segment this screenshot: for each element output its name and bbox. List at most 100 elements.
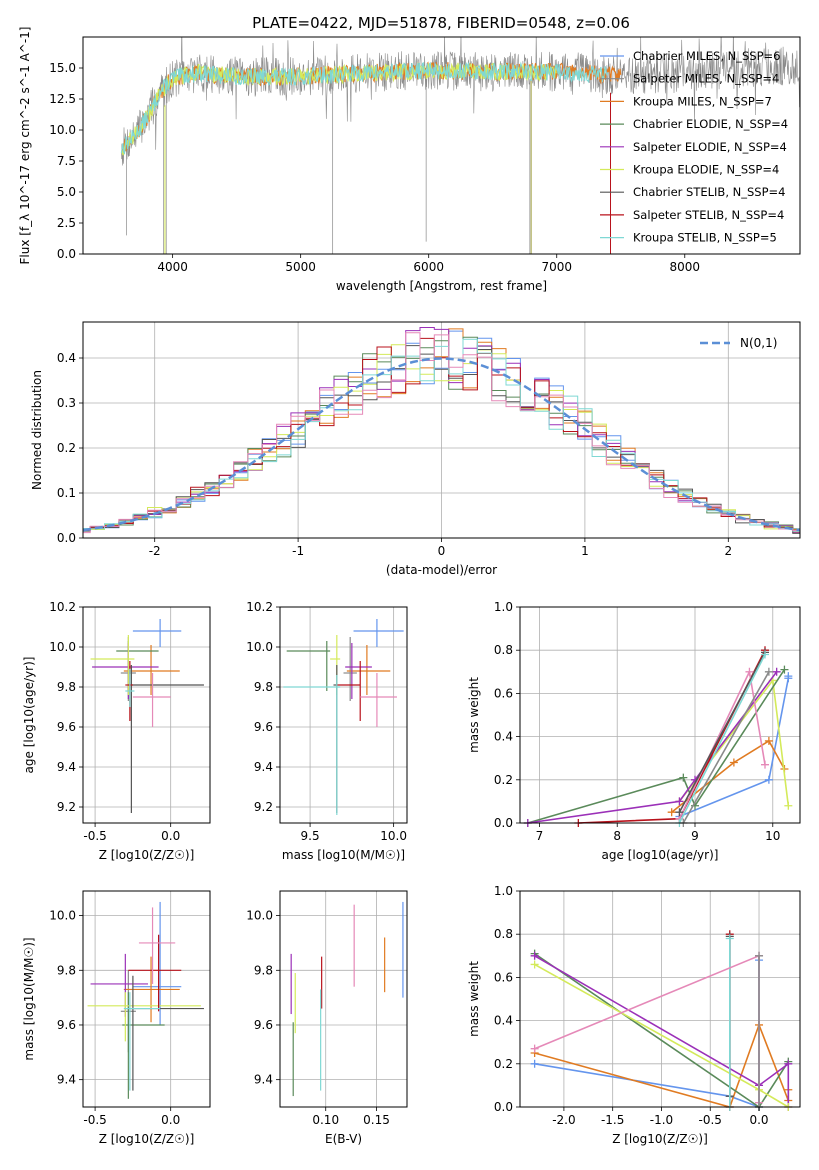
plus-marker <box>784 672 793 681</box>
plus-marker <box>675 797 684 806</box>
x-tick-label: 7000 <box>541 260 572 274</box>
weight-line <box>682 671 770 824</box>
y-tick-label: 9.2 <box>57 800 76 814</box>
weight-line <box>534 954 760 1103</box>
legend-label: Kroupa MILES, N_SSP=7 <box>633 94 772 108</box>
y-tick-label: 10.0 <box>49 640 76 654</box>
axes-frame <box>279 890 408 1108</box>
y-tick-label: 0.0 <box>494 816 513 830</box>
y-tick-label: 0.3 <box>57 396 76 410</box>
y-axis-label: Flux [f_λ 10^-17 erg cm^-2 s^-1 A^-1] <box>18 27 32 265</box>
legend-label: Salpeter ELODIE, N_SSP=4 <box>633 140 787 154</box>
axes-frame <box>82 606 211 824</box>
y-axis-label: Normed distribution <box>30 370 44 490</box>
legend-label: Chabrier MILES, N_SSP=6 <box>633 49 780 63</box>
y-tick-label: 10.0 <box>246 640 273 654</box>
x-tick-label: -1 <box>292 544 304 558</box>
x-tick-label: -1.0 <box>650 1113 673 1127</box>
x-axis-label: (data-model)/error <box>386 563 497 577</box>
x-tick-label: -1.5 <box>601 1113 624 1127</box>
x-tick-label: -2.0 <box>552 1113 575 1127</box>
y-axis-label: mass weight <box>467 677 481 753</box>
plus-marker <box>667 808 676 817</box>
plus-marker <box>764 736 773 745</box>
legend-label: Chabrier ELODIE, N_SSP=4 <box>633 117 788 131</box>
plus-marker <box>530 951 539 960</box>
x-tick-label: -0.5 <box>83 829 106 843</box>
weight-line <box>678 652 766 813</box>
x-axis-label: wavelength [Angstrom, rest frame] <box>336 279 547 293</box>
plus-marker <box>761 650 769 659</box>
plus-marker <box>780 665 789 674</box>
plus-marker <box>772 667 781 676</box>
legend-label: Kroupa ELODIE, N_SSP=4 <box>633 163 779 177</box>
x-tick-label: 2 <box>724 544 732 558</box>
y-tick-label: 10.0 <box>49 123 76 137</box>
histogram-step-line <box>83 328 800 533</box>
y-tick-label: 0.4 <box>494 1014 513 1028</box>
text-layer: 4000 5000 6000 7000 80000.02.55.07.510.012.5… <box>18 14 788 1146</box>
weight-line <box>678 654 766 824</box>
plus-marker <box>530 1059 539 1068</box>
x-tick-label: 0.0 <box>749 1113 768 1127</box>
weight-line <box>527 669 786 824</box>
plus-marker <box>530 1044 539 1053</box>
plus-marker <box>729 758 738 767</box>
y-tick-label: 9.4 <box>254 760 273 774</box>
y-tick-label: 9.2 <box>254 800 273 814</box>
plus-marker <box>784 801 793 810</box>
plus-marker <box>761 760 769 769</box>
x-tick-label: -0.5 <box>83 1113 106 1127</box>
plus-marker <box>755 951 764 960</box>
y-tick-label: 0.4 <box>494 730 513 744</box>
y-axis-label: mass weight <box>467 961 481 1037</box>
x-tick-label: 6000 <box>413 260 444 274</box>
y-tick-label: 0.8 <box>494 643 513 657</box>
y-tick-label: 2.5 <box>57 216 76 230</box>
y-tick-label: 9.6 <box>254 720 273 734</box>
x-axis-label: mass [log10(M/M☉)] <box>282 848 405 862</box>
weight-line <box>534 955 790 1107</box>
y-tick-label: 10.2 <box>246 600 273 614</box>
axes-frame <box>82 890 211 1108</box>
y-tick-label: 9.6 <box>254 1018 273 1032</box>
y-tick-label: 0.6 <box>494 970 513 984</box>
x-tick-label: 0 <box>438 544 446 558</box>
y-tick-label: 9.8 <box>57 680 76 694</box>
x-tick-label: 0.0 <box>161 829 180 843</box>
y-tick-label: 9.4 <box>57 760 76 774</box>
x-tick-label: 9.5 <box>301 829 320 843</box>
y-tick-label: 0.1 <box>57 486 76 500</box>
legend-label: Chabrier STELIB, N_SSP=4 <box>633 185 785 199</box>
y-tick-label: 9.6 <box>57 720 76 734</box>
x-tick-label: 4000 <box>157 260 188 274</box>
y-tick-label: 9.4 <box>57 1073 76 1087</box>
histogram-step-line <box>83 336 800 532</box>
y-tick-label: 15.0 <box>49 61 76 75</box>
legend-label: Salpeter MILES, N_SSP=4 <box>633 72 779 86</box>
y-tick-label: 0.6 <box>494 686 513 700</box>
x-axis-label: Z [log10(Z/Z☉)] <box>612 1132 708 1146</box>
y-tick-label: 10.2 <box>49 600 76 614</box>
plus-marker <box>784 1059 793 1068</box>
axes-frame <box>519 890 801 1108</box>
y-tick-label: 0.0 <box>57 247 76 261</box>
legend-label: Kroupa STELIB, N_SSP=5 <box>633 231 777 245</box>
y-tick-label: 0.4 <box>57 351 76 365</box>
y-tick-label: 0.8 <box>494 927 513 941</box>
plus-marker <box>725 934 734 943</box>
x-tick-label: 1 <box>581 544 589 558</box>
chart-title: PLATE=0422, MJD=51878, FIBERID=0548, z=0… <box>252 14 630 32</box>
x-tick-label: 10 <box>765 829 780 843</box>
legend-label: Salpeter STELIB, N_SSP=4 <box>633 208 784 222</box>
x-tick-label: -0.5 <box>699 1113 722 1127</box>
y-tick-label: 0.0 <box>494 1100 513 1114</box>
x-tick-label: 8 <box>613 829 621 843</box>
y-axis-label: mass [log10(M/M☉)] <box>22 937 36 1060</box>
plus-marker <box>679 773 688 782</box>
x-tick-label: 8000 <box>669 260 700 274</box>
histogram-step-line <box>83 332 800 534</box>
y-tick-label: 7.5 <box>57 154 76 168</box>
x-tick-label: 0.10 <box>312 1113 339 1127</box>
